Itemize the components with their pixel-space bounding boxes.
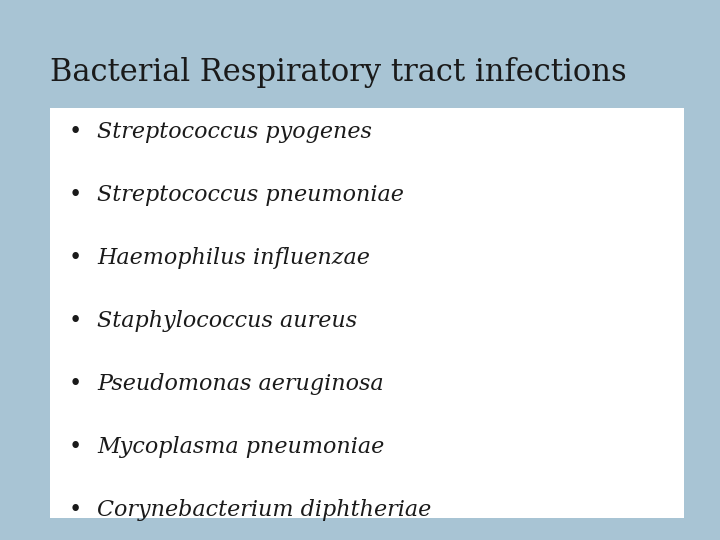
Text: Staphylococcus aureus: Staphylococcus aureus: [97, 310, 357, 332]
Text: •: •: [68, 500, 81, 521]
Text: Corynebacterium diphtheriae: Corynebacterium diphtheriae: [97, 500, 431, 521]
Text: Mycoplasma pneumoniae: Mycoplasma pneumoniae: [97, 436, 384, 458]
Text: Pseudomonas aeruginosa: Pseudomonas aeruginosa: [97, 373, 384, 395]
Text: Streptococcus pneumoniae: Streptococcus pneumoniae: [97, 184, 404, 206]
Text: •: •: [68, 184, 81, 206]
Text: Haemophilus influenzae: Haemophilus influenzae: [97, 247, 370, 269]
Text: Streptococcus pyogenes: Streptococcus pyogenes: [97, 122, 372, 143]
Text: •: •: [68, 310, 81, 332]
Text: •: •: [68, 122, 81, 143]
Text: Bacterial Respiratory tract infections: Bacterial Respiratory tract infections: [50, 57, 627, 87]
Text: •: •: [68, 436, 81, 458]
Text: •: •: [68, 373, 81, 395]
FancyBboxPatch shape: [50, 108, 684, 518]
Text: •: •: [68, 247, 81, 269]
